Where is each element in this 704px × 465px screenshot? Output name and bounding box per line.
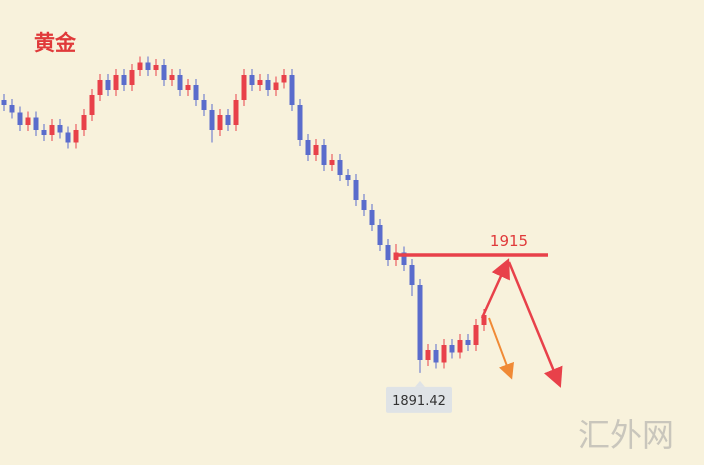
candle-body <box>113 75 119 90</box>
candle-body <box>1 100 7 105</box>
candle-body <box>153 65 159 70</box>
candle-body <box>81 115 87 130</box>
forecast-arrows <box>480 258 563 388</box>
level-label: 1915 <box>490 232 528 250</box>
candle-body <box>409 265 415 285</box>
candle-body <box>313 145 319 155</box>
down-arrow <box>507 261 563 388</box>
candle-body <box>25 117 31 125</box>
candle-body <box>73 130 79 143</box>
candle-body <box>257 80 263 85</box>
candle-body <box>193 85 199 100</box>
candle-body <box>441 345 447 363</box>
candle-body <box>417 285 423 360</box>
candle-body <box>241 75 247 100</box>
candle-body <box>57 125 63 133</box>
candle-body <box>449 345 455 353</box>
candle-body <box>33 117 39 130</box>
candle-body <box>177 75 183 90</box>
candle-body <box>433 350 439 363</box>
candle-body <box>225 115 231 125</box>
candle-body <box>9 105 15 113</box>
candle-body <box>345 175 351 180</box>
candle-body <box>465 340 471 345</box>
candle-body <box>105 80 111 90</box>
candle-body <box>481 315 487 325</box>
candle-body <box>129 70 135 85</box>
candle-body <box>273 82 279 90</box>
candle-body <box>209 110 215 130</box>
chart-title: 黄金 <box>34 31 77 55</box>
candle-body <box>121 75 127 85</box>
candle-body <box>401 252 407 265</box>
candle-body <box>425 350 431 360</box>
candle-body <box>17 112 23 125</box>
watermark: 汇外网 <box>578 416 674 454</box>
candle-body <box>385 245 391 260</box>
candle-body <box>233 100 239 125</box>
candle-body <box>457 340 463 353</box>
candle-body <box>49 125 55 135</box>
candles <box>1 56 487 373</box>
candle-body <box>369 210 375 225</box>
candle-body <box>361 200 367 210</box>
candle-body <box>65 132 71 143</box>
candle-body <box>297 105 303 140</box>
low-label-box <box>386 386 452 413</box>
candle-body <box>201 100 207 110</box>
candle-body <box>473 325 479 345</box>
candle-body <box>289 75 295 105</box>
candle-body <box>337 160 343 175</box>
up-arrow <box>480 258 510 319</box>
candle-body <box>329 160 335 165</box>
candle-body <box>321 145 327 165</box>
candle-body <box>353 180 359 200</box>
candle-body <box>169 75 175 80</box>
candle-body <box>97 80 103 95</box>
candle-body <box>281 75 287 83</box>
candle-body <box>89 95 95 115</box>
candle-body <box>249 75 255 85</box>
candle-body <box>265 80 271 90</box>
candle-body <box>185 85 191 90</box>
candle-body <box>137 62 143 70</box>
alt-arrow <box>488 317 514 380</box>
candle-body <box>41 130 47 135</box>
candle-body <box>377 225 383 245</box>
low-label: 1891.42 <box>392 394 446 409</box>
candle-body <box>145 62 151 70</box>
candle-body <box>305 140 311 155</box>
candle-body <box>161 65 167 80</box>
low-label-pointer <box>415 380 425 387</box>
candle-body <box>217 115 223 130</box>
